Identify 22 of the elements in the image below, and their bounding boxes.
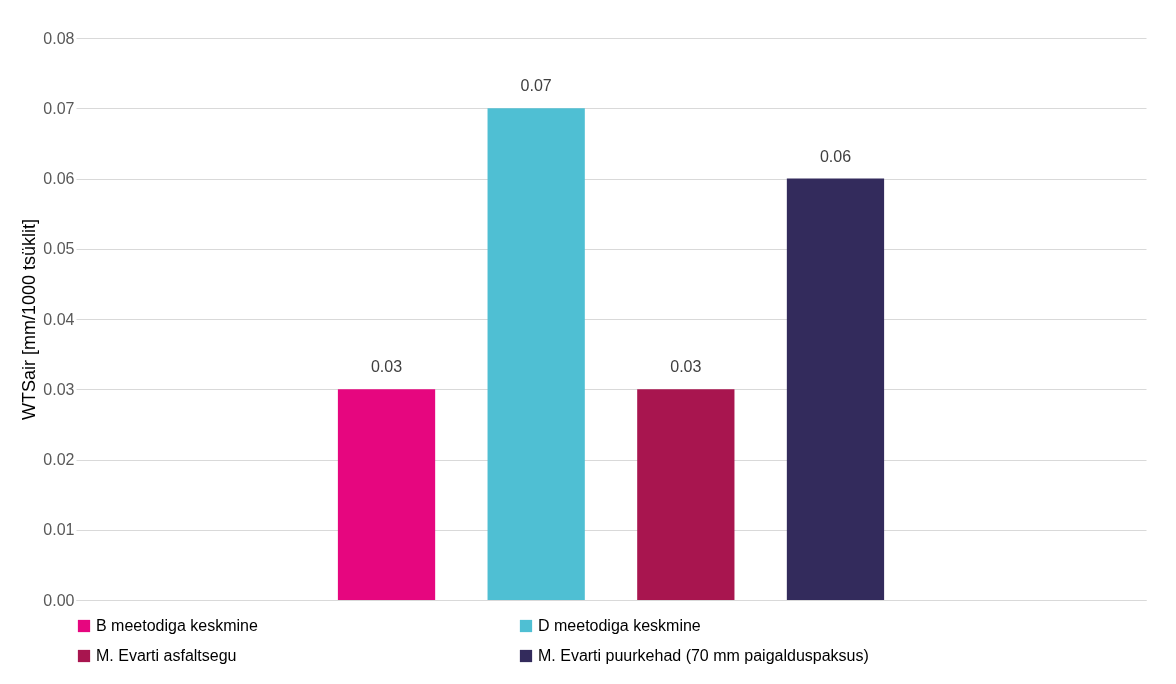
y-tick-label: 0.04 (43, 310, 75, 328)
y-tick-label: 0.03 (43, 380, 75, 398)
data-label: 0.06 (819, 147, 852, 165)
data-label: 0.03 (670, 358, 702, 376)
data-label: 0.03 (370, 358, 403, 376)
y-tick-label: 0.06 (43, 170, 75, 187)
legend-label: M. Evarti asfaltsegu (96, 647, 237, 664)
data-label: 0.07 (520, 77, 552, 95)
y-axis-title: WTSair [mm/1000 tsüklit] (19, 218, 40, 421)
legend-label: B meetodiga keskmine (96, 617, 258, 634)
y-tick-label: 0.08 (43, 29, 75, 47)
y-tick-label: 0.02 (43, 451, 75, 468)
y-tick-label: 0.01 (43, 521, 75, 539)
y-tick-label: 0.00 (43, 591, 75, 609)
y-tick-label: 0.05 (43, 240, 75, 258)
bar (337, 389, 436, 600)
legend-label: M. Evarti puurkehad (70 mm paigalduspaksus) (538, 647, 869, 664)
y-tick-label: 0.07 (43, 99, 75, 117)
bar (637, 389, 735, 600)
legend-label: D meetodiga keskmine (538, 617, 701, 634)
bar (487, 108, 585, 600)
bar (786, 178, 885, 600)
